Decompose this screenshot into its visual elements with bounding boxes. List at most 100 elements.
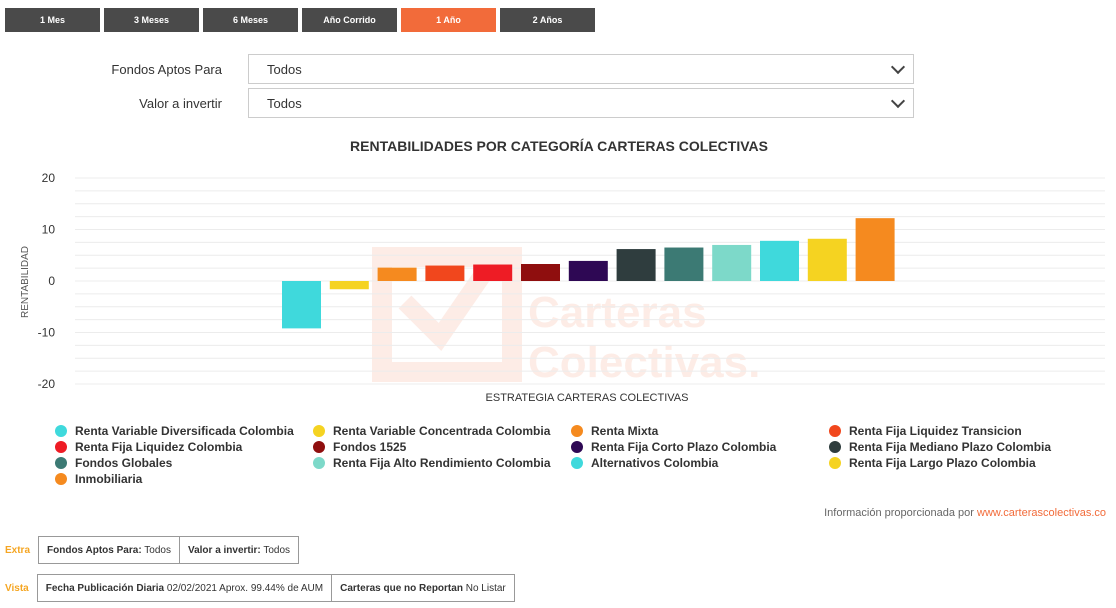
legend-label: Renta Fija Mediano Plazo Colombia [849, 440, 1052, 454]
filter-valor-label: Valor a invertir [139, 95, 222, 111]
y-axis-label: RENTABILIDAD [20, 246, 31, 318]
legend-item[interactable]: Renta Variable Diversificada Colombia [55, 423, 313, 439]
bar[interactable] [568, 260, 608, 281]
legend-item[interactable]: Renta Fija Mediano Plazo Colombia [829, 439, 1087, 455]
filter-valor-row: Valor a invertir Todos [60, 88, 914, 118]
x-axis-label: ESTRATEGIA CARTERAS COLECTIVAS [486, 392, 689, 404]
legend-label: Alternativos Colombia [591, 456, 719, 470]
fecha-info-value: 02/02/2021 Aprox. 99.44% de AUM [166, 582, 324, 594]
watermark-text-1: Carteras [528, 288, 707, 337]
credit-line: Información proporcionada por www.carter… [824, 507, 1106, 519]
y-axis-ticks: -20 -10 0 10 20 [38, 171, 56, 391]
legend-label: Renta Variable Diversificada Colombia [75, 424, 294, 438]
filter-fondos-label: Fondos Aptos Para [111, 61, 222, 77]
valor-info-label: Valor a invertir: [187, 544, 261, 556]
legend-label: Renta Fija Corto Plazo Colombia [591, 440, 777, 454]
legend-item[interactable]: Renta Fija Liquidez Transicion [829, 423, 1087, 439]
vista-label[interactable]: Vista [0, 574, 38, 602]
bar[interactable] [377, 267, 417, 281]
y-tick-label: 10 [42, 223, 56, 237]
tab-5[interactable]: 2 Años [500, 8, 595, 32]
legend-dot-icon [829, 425, 841, 437]
legend-label: Fondos 1525 [333, 440, 407, 454]
legend-label: Renta Variable Concentrada Colombia [333, 424, 551, 438]
bar[interactable] [616, 249, 656, 281]
legend-label: Renta Mixta [591, 424, 659, 438]
chevron-down-icon [890, 59, 906, 75]
legend-dot-icon [313, 457, 325, 469]
carteras-info-label: Carteras que no Reportan [340, 582, 463, 594]
y-tick-label: -10 [38, 326, 56, 340]
legend-item[interactable]: Renta Variable Concentrada Colombia [313, 423, 571, 439]
chart-title: RENTABILIDADES POR CATEGORÍA CARTERAS CO… [350, 138, 768, 154]
bar[interactable] [425, 265, 465, 281]
bar[interactable] [760, 240, 799, 281]
tab-2[interactable]: 6 Meses [203, 8, 298, 32]
legend-label: Renta Fija Largo Plazo Colombia [849, 456, 1036, 470]
fondos-info-cell: Fondos Aptos Para: Todos [38, 536, 180, 564]
tab-0[interactable]: 1 Mes [5, 8, 100, 32]
legend-dot-icon [313, 441, 325, 453]
credit-link[interactable]: www.carterascolectivas.co [977, 507, 1106, 519]
returns-bar-chart: Carteras Colectivas. RENTABILIDADES POR … [20, 138, 1105, 404]
bar[interactable] [664, 247, 704, 281]
bar[interactable] [473, 264, 513, 281]
legend-dot-icon [571, 425, 583, 437]
fecha-info-cell: Fecha Publicación Diaria 02/02/2021 Apro… [36, 574, 333, 602]
legend-item[interactable]: Renta Fija Liquidez Colombia [55, 439, 313, 455]
info-table: Extra Fondos Aptos Para: Todos Valor a i… [0, 536, 300, 564]
legend-dot-icon [571, 457, 583, 469]
fondos-info-value: Todos [144, 544, 171, 556]
bars [282, 218, 895, 329]
bar[interactable] [521, 264, 560, 281]
watermark-text-2: Colectivas. [528, 338, 760, 387]
period-tabs: 1 Mes 3 Meses 6 Meses Año Corrido 1 Año 2 Año… [5, 8, 599, 32]
chevron-down-icon [890, 93, 906, 109]
fecha-info-label: Fecha Publicación Diaria [45, 582, 165, 594]
fondos-info-label: Fondos Aptos Para: [47, 544, 142, 556]
legend-dot-icon [55, 441, 67, 453]
legend-label: Renta Fija Alto Rendimiento Colombia [333, 456, 551, 470]
legend-dot-icon [829, 441, 841, 453]
legend-label: Renta Fija Liquidez Colombia [75, 440, 243, 454]
valor-invertir-select[interactable]: Todos [248, 88, 914, 118]
y-tick-label: -20 [38, 377, 56, 391]
credit-text: Información proporcionada por [824, 507, 977, 519]
bar[interactable] [712, 244, 752, 281]
carteras-info-value: No Listar [465, 582, 506, 594]
legend-item[interactable]: Renta Fija Corto Plazo Colombia [571, 439, 829, 455]
valor-invertir-value: Todos [267, 95, 302, 111]
legend-item[interactable]: Renta Mixta [571, 423, 829, 439]
filter-fondos-row: Fondos Aptos Para Todos [60, 54, 914, 84]
legend-dot-icon [829, 457, 841, 469]
legend-item[interactable]: Alternativos Colombia [571, 455, 829, 471]
fondos-aptos-value: Todos [267, 61, 302, 77]
chart-legend: Renta Variable Diversificada Colombia Ren… [55, 423, 1115, 487]
bar[interactable] [855, 218, 895, 281]
legend-dot-icon [55, 457, 67, 469]
info-table-2: Vista Fecha Publicación Diaria 02/02/202… [0, 574, 515, 602]
fondos-aptos-select[interactable]: Todos [248, 54, 914, 84]
grid-lines [75, 177, 1105, 385]
legend-item[interactable]: Inmobiliaria [55, 471, 313, 487]
bar[interactable] [329, 281, 369, 290]
valor-info-cell: Valor a invertir: Todos [178, 536, 300, 564]
bar[interactable] [807, 238, 847, 281]
legend-item[interactable]: Renta Fija Largo Plazo Colombia [829, 455, 1087, 471]
legend-item[interactable]: Fondos 1525 [313, 439, 571, 455]
tab-1[interactable]: 3 Meses [104, 8, 199, 32]
legend-item[interactable]: Fondos Globales [55, 455, 313, 471]
y-tick-label: 0 [48, 274, 55, 288]
tab-3[interactable]: Año Corrido [302, 8, 397, 32]
legend-label: Renta Fija Liquidez Transicion [849, 424, 1022, 438]
legend-item[interactable]: Renta Fija Alto Rendimiento Colombia [313, 455, 571, 471]
valor-info-value: Todos [263, 544, 291, 556]
legend-dot-icon [571, 441, 583, 453]
bar[interactable] [282, 281, 321, 329]
extra-label[interactable]: Extra [0, 536, 40, 564]
legend-label: Fondos Globales [75, 456, 173, 470]
legend-dot-icon [313, 425, 325, 437]
tab-4[interactable]: 1 Año [401, 8, 496, 32]
y-tick-label: 20 [42, 171, 56, 185]
legend-dot-icon [55, 473, 67, 485]
